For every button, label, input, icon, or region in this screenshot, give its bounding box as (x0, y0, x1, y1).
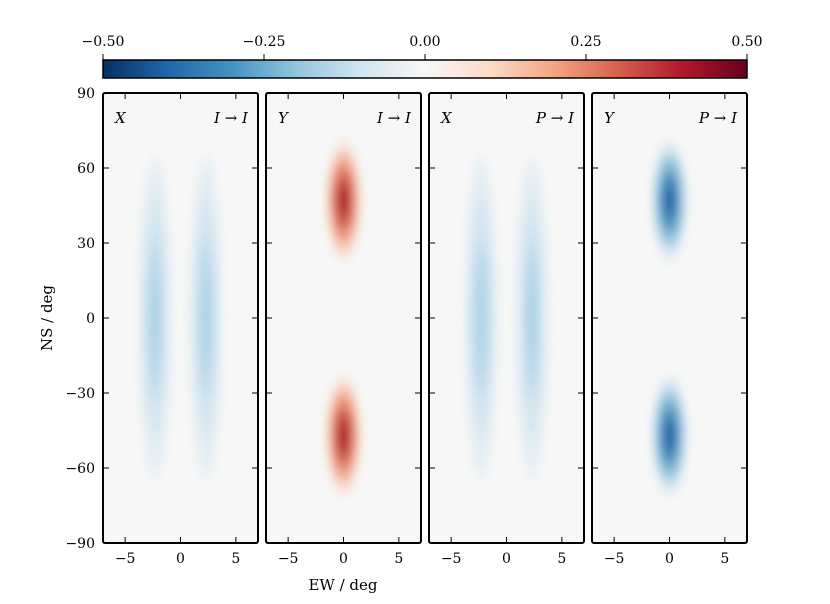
colorbar-tick-label: 0.00 (409, 34, 440, 50)
panel-label-right: P → I (535, 109, 575, 127)
heatmap-blobs (139, 158, 222, 478)
x-tick-label: −5 (441, 551, 462, 567)
x-tick-label: 5 (557, 551, 566, 567)
y-tick-label: 30 (77, 236, 95, 252)
heatmap-blob (516, 158, 548, 478)
x-tick-label: 0 (665, 551, 674, 567)
heatmap-blob (653, 383, 686, 488)
y-axis: −90 −60 −30 0 30 60 90 (65, 86, 95, 552)
panel-label-left: X (114, 109, 127, 127)
x-tick-label: 5 (720, 551, 729, 567)
x-tick-label: −5 (115, 551, 136, 567)
x-tick-label: −5 (278, 551, 299, 567)
heatmap-blob (465, 158, 497, 478)
y-tick-label: −60 (65, 461, 95, 477)
panel-label-left: X (440, 109, 453, 127)
heatmap-blobs (327, 148, 360, 488)
x-tick-label: 0 (176, 551, 185, 567)
panel-4: Y P → I (591, 92, 748, 544)
x-axis-label: EW / deg (308, 576, 377, 594)
panel-label-left: Y (604, 109, 616, 127)
panel-1: X I → I (102, 92, 259, 544)
colorbar: −0.50 −0.25 0.00 0.25 0.50 (82, 34, 763, 79)
panel-label-right: P → I (698, 109, 738, 127)
colorbar-tick-label: 0.50 (731, 34, 762, 50)
heatmap-blobs (465, 158, 548, 478)
heatmap-blobs (653, 148, 686, 488)
x-tick-label: −5 (604, 551, 625, 567)
heatmap-blob (190, 158, 222, 478)
x-tick-label: 5 (231, 551, 240, 567)
y-axis-label: NS / deg (38, 285, 56, 351)
panel-label-right: I → I (213, 109, 249, 127)
panel-label-right: I → I (376, 109, 412, 127)
heatmap-blob (327, 383, 360, 488)
heatmap-blob (327, 148, 360, 253)
panel-label-left: Y (278, 109, 290, 127)
colorbar-tick-label: −0.25 (243, 34, 286, 50)
x-tick-label: 5 (394, 551, 403, 567)
y-tick-label: −90 (65, 536, 95, 552)
y-tick-label: 0 (86, 311, 95, 327)
y-tick-label: 60 (77, 161, 95, 177)
heatmap-blob (139, 158, 171, 478)
y-tick-label: −30 (65, 386, 95, 402)
x-axes: −5 0 5 −5 0 5 −5 0 5 −5 0 5 (115, 93, 729, 567)
x-tick-label: 0 (502, 551, 511, 567)
panels: X I → I Y I → I X P → I Y P → I (102, 92, 748, 544)
panel-2: Y I → I (265, 92, 422, 544)
colorbar-tick-label: 0.25 (570, 34, 601, 50)
panel-background (429, 93, 584, 543)
y-tick-label: 90 (77, 86, 95, 102)
colorbar-ticks: −0.50 −0.25 0.00 0.25 0.50 (82, 34, 763, 60)
panel-3: X P → I (428, 92, 585, 544)
heatmap-blob (653, 148, 686, 253)
colorbar-tick-label: −0.50 (82, 34, 125, 50)
panel-background (103, 93, 258, 543)
colorbar-gradient (102, 59, 748, 79)
x-tick-label: 0 (339, 551, 348, 567)
